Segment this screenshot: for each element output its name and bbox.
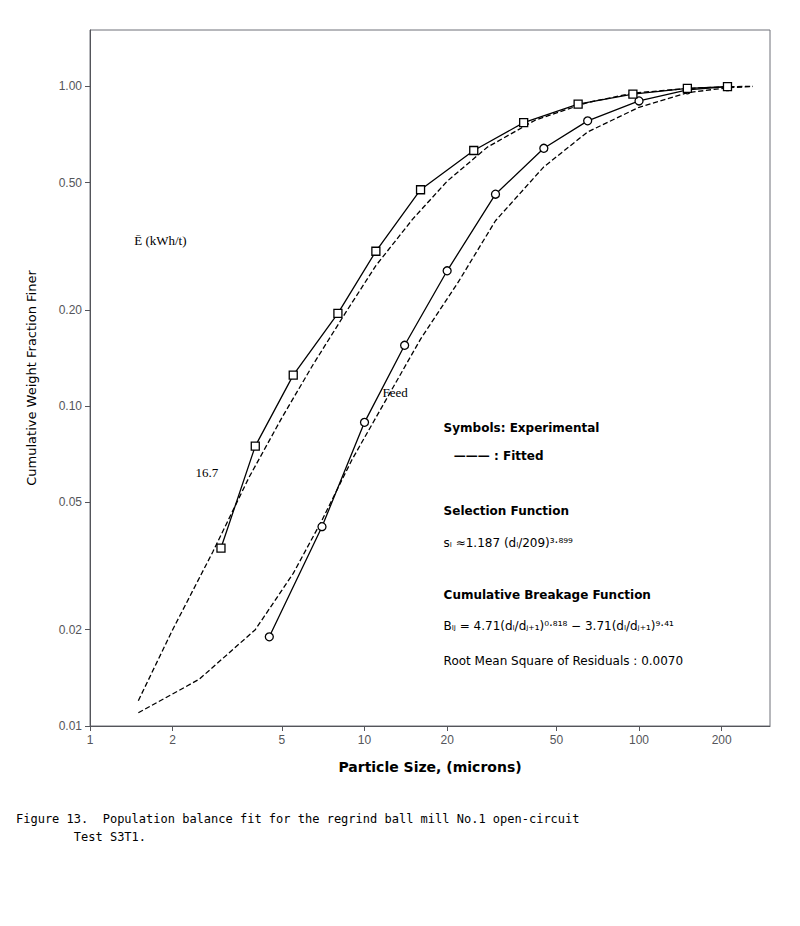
svg-text:10: 10	[358, 733, 372, 747]
svg-text:0.01: 0.01	[59, 719, 83, 733]
svg-text:Test S3T1.: Test S3T1.	[16, 830, 146, 844]
svg-text:1.00: 1.00	[59, 79, 83, 93]
svg-text:Symbols: Experimental: Symbols: Experimental	[444, 421, 600, 435]
svg-text:0.10: 0.10	[59, 399, 83, 413]
svg-text:16.7: 16.7	[195, 465, 218, 480]
svg-text:0.20: 0.20	[59, 303, 83, 317]
svg-text:Selection Function: Selection Function	[444, 504, 569, 518]
svg-text:Cumulative Weight Fraction Fin: Cumulative Weight Fraction Finer	[24, 270, 39, 486]
svg-text:Root Mean Square of Residuals: Root Mean Square of Residuals : 0.0070	[444, 654, 684, 668]
svg-text:0.50: 0.50	[59, 176, 83, 190]
svg-text:20: 20	[440, 733, 454, 747]
svg-text:5: 5	[279, 733, 286, 747]
svg-text:Feed: Feed	[382, 385, 408, 400]
svg-text:Cumulative Breakage Function: Cumulative Breakage Function	[444, 588, 651, 602]
svg-text:Figure 13. Population balance: Figure 13. Population balance fit for th…	[16, 812, 580, 826]
svg-text:50: 50	[550, 733, 564, 747]
svg-text:——— : Fitted: ——— : Fitted	[454, 449, 544, 463]
svg-text:sₗ ≈1.187 (dₗ/209)³·⁸⁹⁹: sₗ ≈1.187 (dₗ/209)³·⁸⁹⁹	[444, 536, 573, 550]
svg-text:0.05: 0.05	[59, 495, 83, 509]
svg-text:2: 2	[169, 733, 176, 747]
svg-text:100: 100	[629, 733, 649, 747]
svg-text:1: 1	[87, 733, 94, 747]
svg-text:0.02: 0.02	[59, 623, 83, 637]
svg-text:Ē (kWh/t): Ē (kWh/t)	[134, 233, 186, 248]
svg-text:Particle Size, (microns): Particle Size, (microns)	[338, 759, 521, 775]
svg-text:Bₗⱼ = 4.71(dₗ/dⱼ₊₁)⁰·⁸¹⁸ − 3.7: Bₗⱼ = 4.71(dₗ/dⱼ₊₁)⁰·⁸¹⁸ − 3.71(dₗ/dⱼ₊₁)…	[444, 619, 674, 633]
svg-text:200: 200	[712, 733, 732, 747]
